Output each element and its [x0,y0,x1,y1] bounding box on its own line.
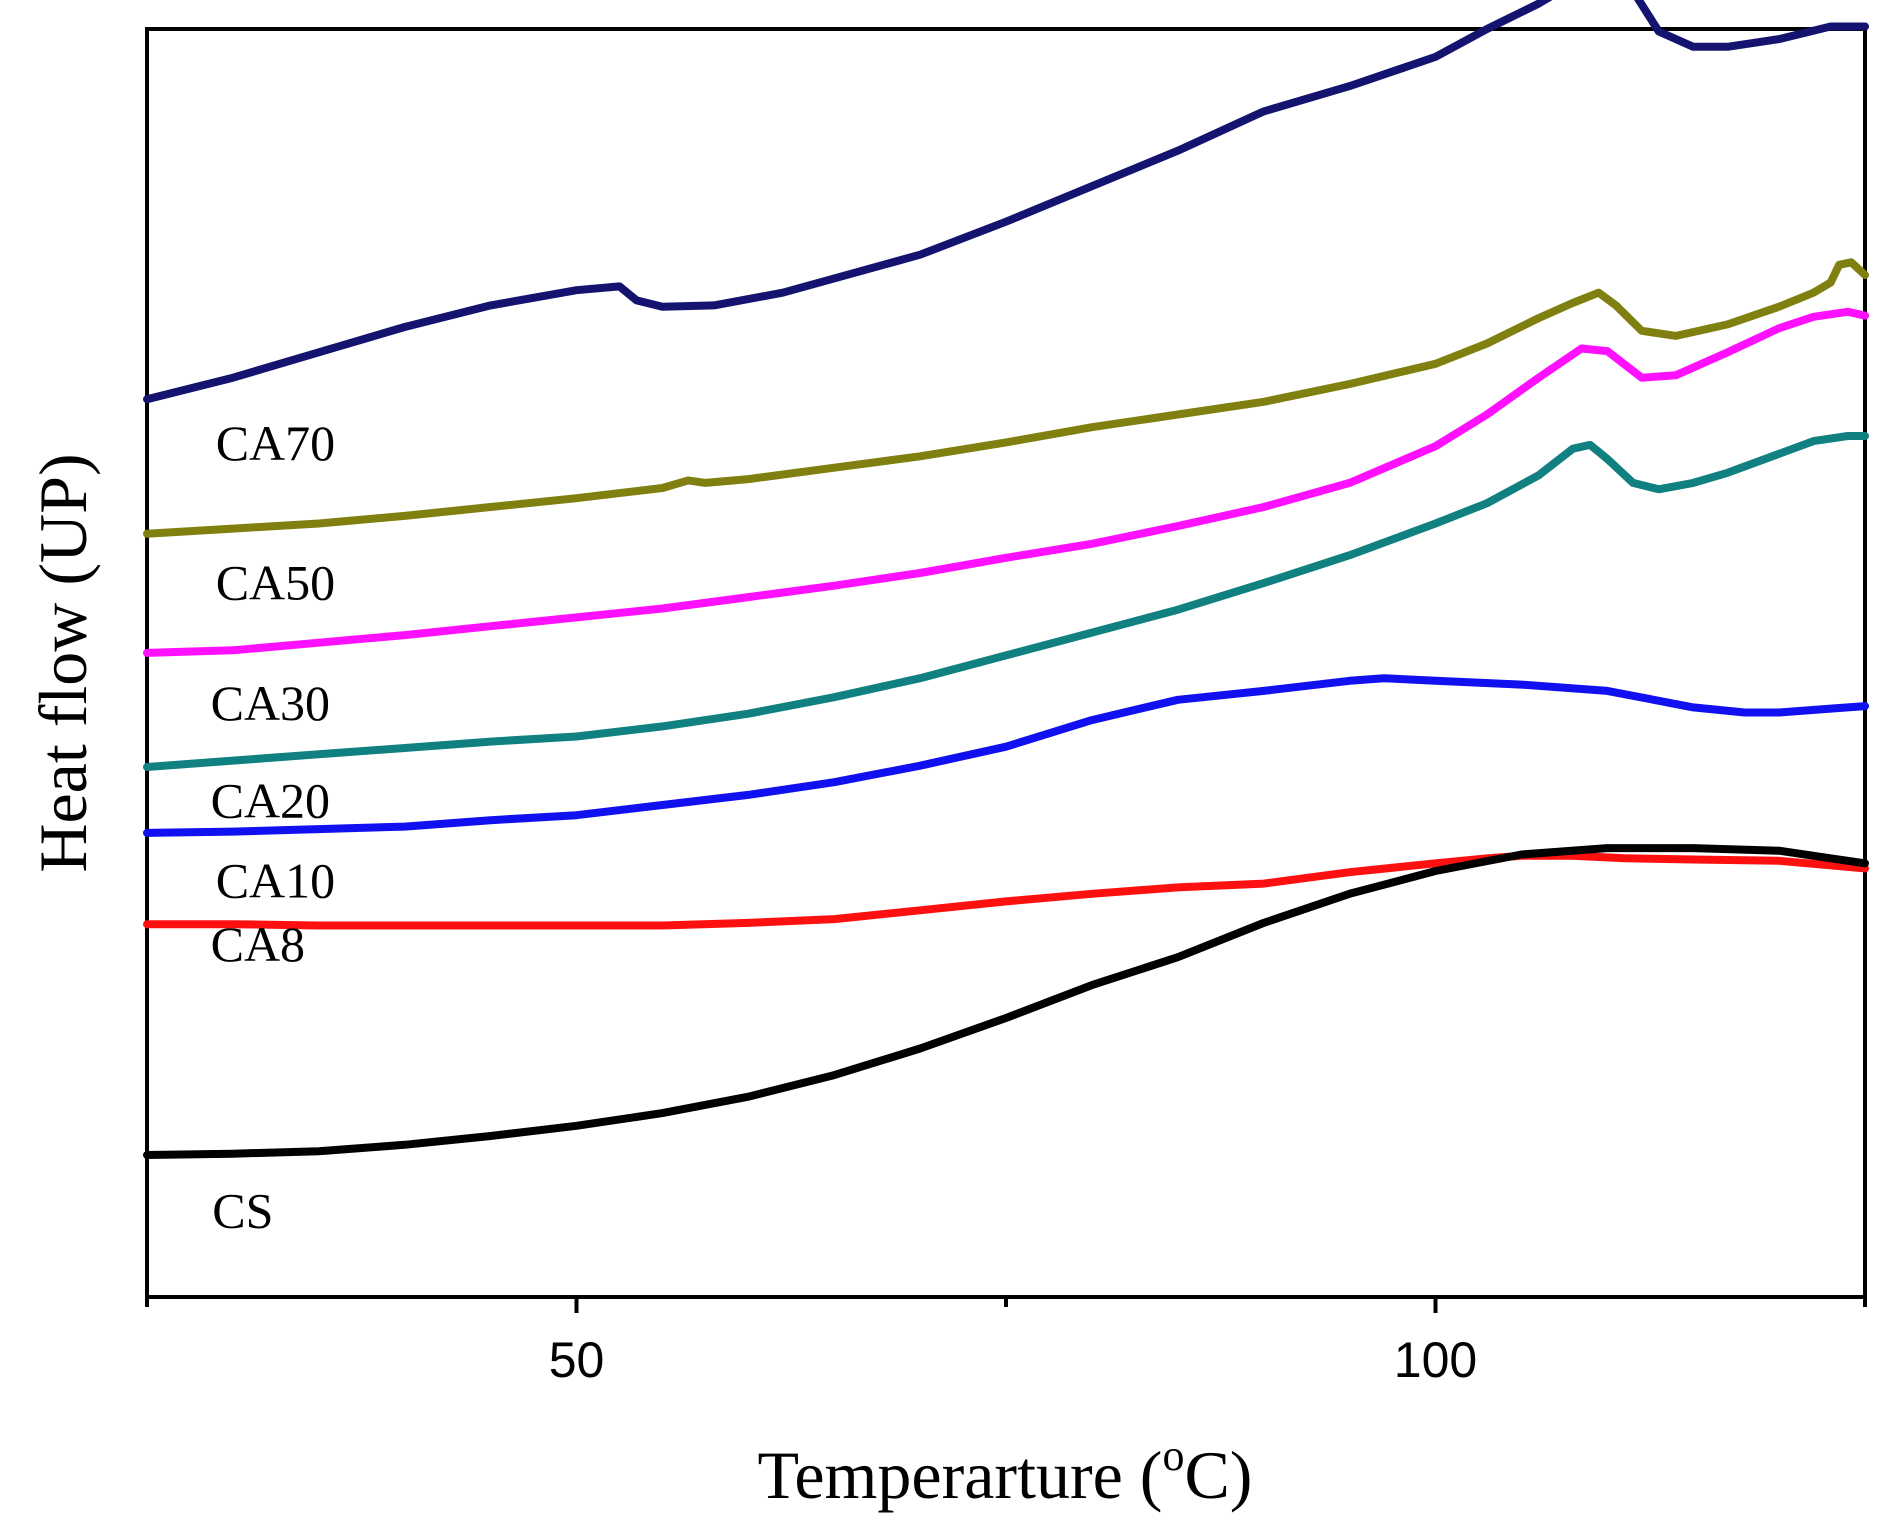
x-axis-title-unit: C) [1184,1437,1252,1513]
series-line-cs [143,844,1869,1159]
series-line-ca20 [143,432,1869,771]
x-axis-ticks: 50 100 [145,1297,1867,1388]
series-label-ca30: CA30 [211,675,330,731]
series-label-ca10: CA10 [216,853,335,909]
x-axis-title: Temperarture (oC) [758,1431,1253,1513]
y-axis-title: Heat flow (UP) [25,453,101,872]
x-tick-label-100: 100 [1394,1332,1477,1388]
series-line-ca70 [143,0,1869,404]
series-layer [143,0,1869,1159]
series-line-ca8 [143,851,1869,930]
x-tick-label-50: 50 [549,1332,605,1388]
x-axis-title-main: Temperarture ( [758,1437,1163,1513]
series-label-ca20: CA20 [211,773,330,829]
series-line-ca30 [143,307,1869,657]
series-label-ca50: CA50 [216,555,335,611]
series-label-ca8: CA8 [211,916,305,972]
series-label-layer: CA70 CA50 CA30 CA20 CA10 CA8 CS [211,415,336,1238]
series-label-ca70: CA70 [216,415,335,471]
series-line-ca10 [143,674,1869,837]
x-axis-title-superscript: o [1162,1431,1184,1480]
series-line-ca50 [143,258,1869,538]
series-label-cs: CS [212,1182,273,1238]
